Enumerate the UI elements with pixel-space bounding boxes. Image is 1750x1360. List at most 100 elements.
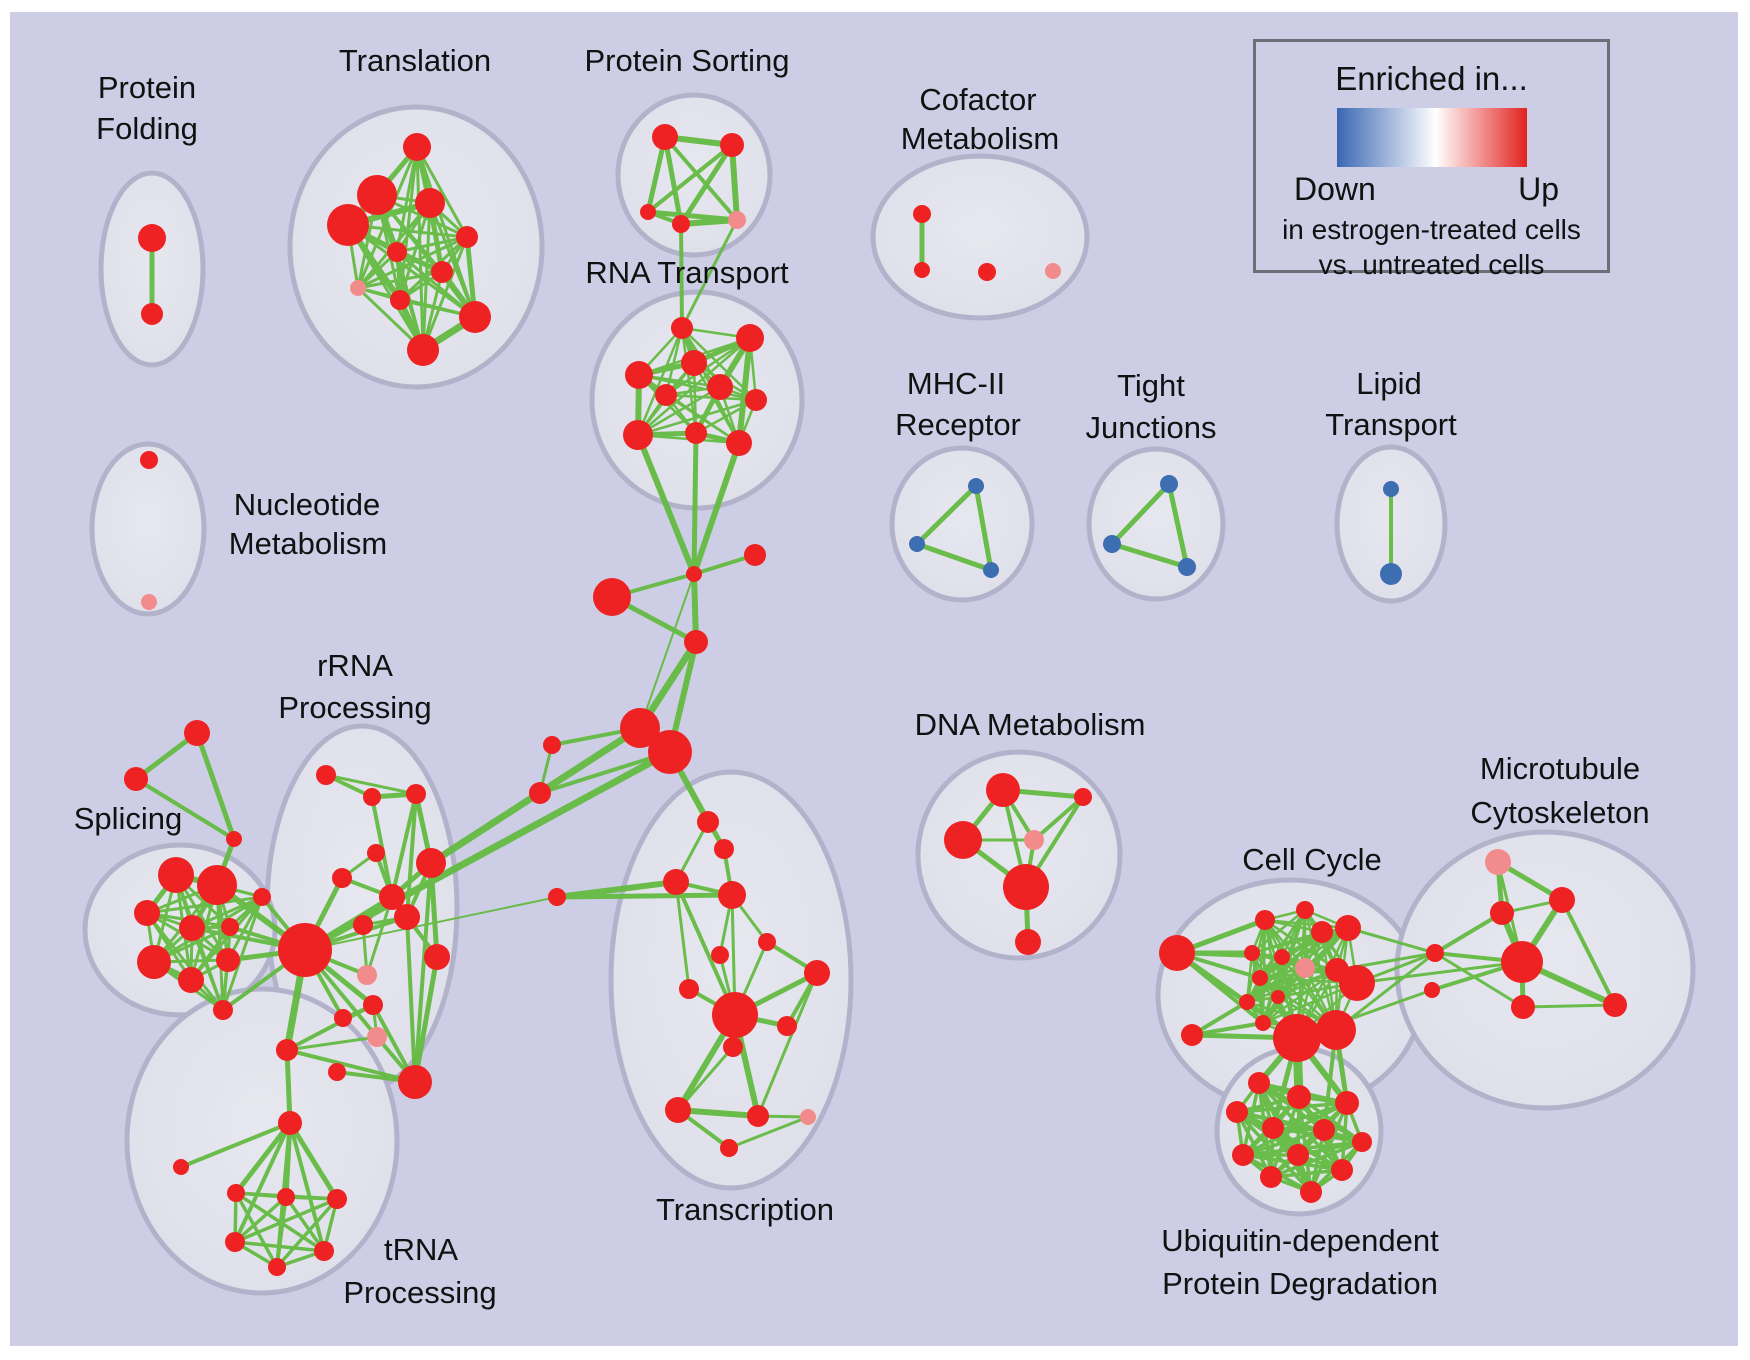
cluster-label-pf: Protein: [98, 70, 196, 105]
edge-cc: [1263, 918, 1350, 930]
edge-trna: [284, 1047, 293, 1126]
edge-core-txn: [554, 892, 735, 900]
cluster-label-nuc: Nucleotide: [234, 487, 380, 522]
node-cc: [1295, 958, 1315, 978]
edge-trna: [179, 1121, 292, 1169]
node-rna: [681, 350, 707, 376]
node-rna: [671, 317, 693, 339]
edge-trna: [233, 1120, 293, 1196]
node-tr: [431, 261, 453, 283]
edge-ps: [662, 134, 684, 227]
node-core: [543, 736, 561, 754]
edge-rna: [637, 373, 758, 402]
node-ubi: [1226, 1101, 1248, 1123]
node-lip: [1380, 563, 1402, 585]
node-lip: [1383, 481, 1399, 497]
cluster-ellipse-tj: [1086, 446, 1226, 602]
legend-subtitle-line2: vs. untreated cells: [1318, 249, 1545, 280]
node-rna: [745, 389, 767, 411]
cluster-label-mt: Cytoskeleton: [1470, 795, 1649, 830]
node-rna: [655, 384, 677, 406]
cluster-label-spl: Splicing: [74, 801, 183, 836]
node-dna: [1003, 864, 1049, 910]
edge-rrna: [413, 861, 433, 1084]
edge-rna: [636, 326, 684, 437]
edge-rrna: [428, 860, 440, 960]
edge-txn: [676, 1045, 735, 1112]
legend-gradient-bar: [1336, 108, 1527, 167]
node-cc: [1181, 1024, 1203, 1046]
node-ubi: [1287, 1085, 1311, 1109]
cluster-ellipse-trna: [124, 986, 400, 1296]
node-rrna: [316, 765, 336, 785]
cluster-label-dna: DNA Metabolism: [915, 707, 1146, 742]
node-txn: [804, 960, 830, 986]
node-dna: [986, 773, 1020, 807]
node-mhc: [909, 536, 925, 552]
node-mt: [1511, 995, 1535, 1019]
cluster-label-cc: Cell Cycle: [1242, 842, 1382, 877]
edge-mhc: [973, 483, 994, 573]
edge-tr: [428, 201, 477, 319]
edge-rrna: [412, 954, 440, 1085]
node-txn: [712, 992, 758, 1038]
edge-ps-rna: [680, 218, 739, 330]
legend-title: Enriched in...: [1335, 60, 1528, 97]
edge-cc-mt: [1433, 911, 1504, 955]
node-trna: [225, 1232, 245, 1252]
node-core: [684, 630, 708, 654]
node-ubi: [1352, 1132, 1372, 1152]
edge-txn: [727, 1115, 810, 1150]
edge-rrna: [365, 895, 394, 977]
edge-tr: [415, 145, 469, 239]
node-core: [226, 831, 242, 847]
node-txn: [723, 1037, 743, 1057]
cluster-label-trna: tRNA: [384, 1232, 458, 1267]
node-txn: [747, 1105, 769, 1127]
cluster-label-rrna: rRNA: [317, 648, 393, 683]
node-dna: [1015, 929, 1041, 955]
cluster-ellipse-cof: [870, 153, 1090, 321]
cluster-label-lip: Lipid: [1356, 366, 1422, 401]
node-rrna: [394, 904, 420, 930]
node-tr: [415, 188, 445, 218]
node-txn: [663, 869, 689, 895]
edge-cc: [1245, 981, 1359, 1004]
edge-cc: [1245, 951, 1254, 1004]
node-ubi: [1248, 1072, 1270, 1094]
node-rrna: [367, 844, 385, 862]
node-txn: [800, 1109, 816, 1125]
edge-cc-mt: [1355, 960, 1524, 985]
cluster-label-mhc: MHC-II: [907, 366, 1005, 401]
cluster-ellipse-mhc: [889, 445, 1035, 603]
node-trna: [314, 1241, 334, 1261]
node-cc: [1335, 915, 1361, 941]
edge-ps: [663, 135, 739, 222]
node-dna: [1074, 788, 1092, 806]
node-rrna: [398, 1065, 432, 1099]
node-cc: [1255, 910, 1275, 930]
edge-mhc: [914, 541, 994, 573]
edge-ps: [678, 217, 740, 227]
nodes-layer: [124, 124, 1627, 1276]
node-txn: [718, 881, 746, 909]
edge-cc-mt: [1433, 951, 1525, 1009]
cluster-label-ubi: Protein Degradation: [1162, 1266, 1438, 1301]
node-rrna: [328, 1063, 346, 1081]
node-ubi: [1335, 1091, 1359, 1115]
edge-rrna: [390, 792, 418, 899]
node-ps: [728, 211, 746, 229]
node-dna: [944, 821, 982, 859]
legend-down-label: Down: [1294, 171, 1376, 207]
node-rrna: [357, 965, 377, 985]
node-spl: [137, 945, 171, 979]
node-rna: [736, 324, 764, 352]
edge-core: [304, 896, 558, 951]
cluster-label-tj: Tight: [1117, 368, 1185, 403]
node-txn: [758, 933, 776, 951]
cluster-label-tr: Translation: [339, 43, 491, 78]
cluster-label-trna: Processing: [343, 1275, 496, 1310]
edge-trna-rrna: [285, 1003, 375, 1052]
node-nuc: [141, 594, 157, 610]
edge-rna-core: [635, 432, 697, 577]
